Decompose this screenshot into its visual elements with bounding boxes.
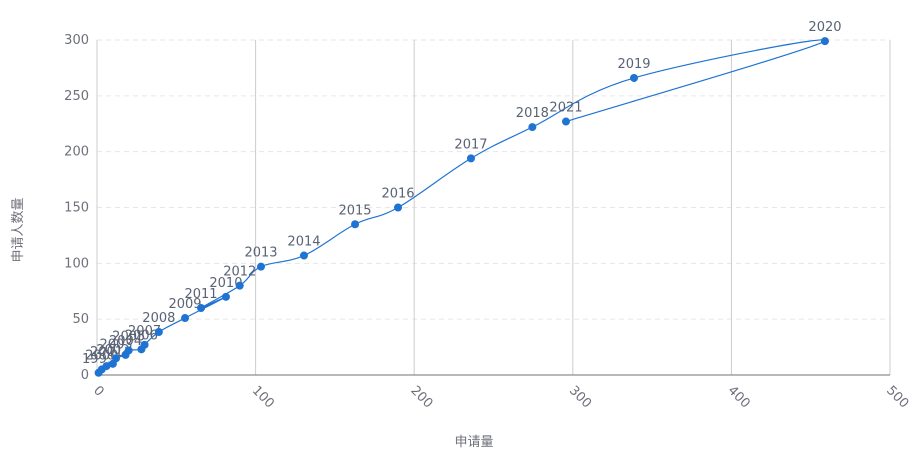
point xyxy=(561,117,570,126)
point-label: 2016 xyxy=(381,187,414,202)
point xyxy=(181,314,190,323)
y-tick-label: 100 xyxy=(64,256,89,271)
point xyxy=(235,281,244,290)
point-label: 2017 xyxy=(454,137,487,152)
x-tick-label: 200 xyxy=(407,383,435,411)
point-label: 2003 xyxy=(99,337,132,352)
point xyxy=(221,292,230,301)
point-label: 2010 xyxy=(209,276,242,291)
x-tick-label: 300 xyxy=(566,383,594,411)
point xyxy=(351,220,360,229)
point xyxy=(256,262,265,271)
point-label: 2000 xyxy=(85,348,118,363)
point-label: 2015 xyxy=(338,203,371,218)
point-label: 2020 xyxy=(808,20,841,35)
y-tick-label: 200 xyxy=(64,145,89,160)
point-label: 2009 xyxy=(168,297,201,312)
x-axis-label: 申请量 xyxy=(454,435,493,450)
x-tick-label: 400 xyxy=(725,383,753,411)
point xyxy=(102,362,111,371)
y-tick-label: 0 xyxy=(81,368,89,383)
point-label: 2012 xyxy=(223,265,256,280)
point xyxy=(394,203,403,212)
point-label: 2002 xyxy=(96,343,129,358)
y-tick-label: 250 xyxy=(64,89,89,104)
point xyxy=(140,340,149,349)
y-tick-label: 150 xyxy=(64,201,89,216)
point-label: 2006 xyxy=(125,328,158,343)
y-tick-label: 300 xyxy=(64,33,89,48)
point-label: 2005 xyxy=(112,329,145,344)
point xyxy=(197,304,206,312)
point-label: 2019 xyxy=(617,57,650,72)
series-line xyxy=(98,39,826,374)
point-label: 2004 xyxy=(109,334,142,349)
point xyxy=(154,328,163,337)
y-axis-label: 申请人数量 xyxy=(11,197,26,262)
point-label: 2014 xyxy=(287,235,320,250)
point-label: 2007 xyxy=(128,324,161,339)
x-tick-label: 500 xyxy=(883,383,911,411)
point-label: 2021 xyxy=(549,101,582,116)
y-tick-label: 50 xyxy=(72,312,89,327)
x-tick-label: 100 xyxy=(249,383,277,411)
x-tick-label: 0 xyxy=(90,383,106,399)
point xyxy=(299,251,308,260)
point xyxy=(466,154,475,163)
point xyxy=(630,73,639,82)
point xyxy=(820,37,829,46)
point-label: 2011 xyxy=(184,287,217,302)
point xyxy=(124,346,133,355)
point-label: 2013 xyxy=(244,246,277,261)
point xyxy=(528,123,537,132)
point-label: 2008 xyxy=(142,311,175,326)
point-label: 2018 xyxy=(516,106,549,121)
point xyxy=(112,354,121,363)
